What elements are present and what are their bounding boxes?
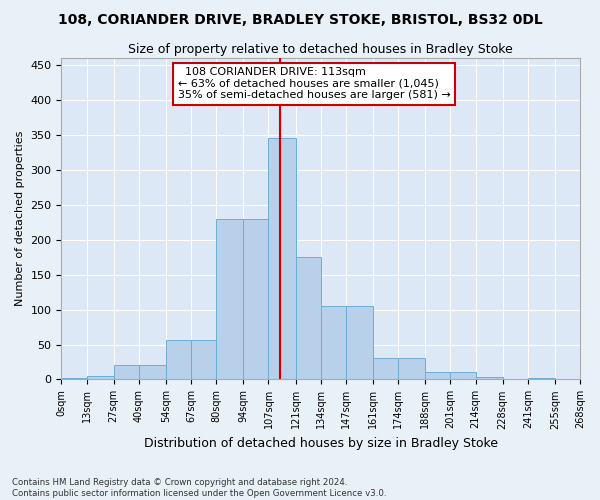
Y-axis label: Number of detached properties: Number of detached properties [15, 131, 25, 306]
Bar [528, 378, 555, 380]
Bar [216, 219, 243, 380]
Bar [321, 306, 346, 380]
Text: 108 CORIANDER DRIVE: 113sqm  
← 63% of detached houses are smaller (1,045)
35% o: 108 CORIANDER DRIVE: 113sqm ← 63% of det… [178, 67, 450, 100]
Bar [191, 340, 216, 380]
Bar [86, 376, 113, 380]
Bar [61, 378, 86, 380]
Bar [113, 366, 139, 380]
Title: Size of property relative to detached houses in Bradley Stoke: Size of property relative to detached ho… [128, 42, 513, 56]
X-axis label: Distribution of detached houses by size in Bradley Stoke: Distribution of detached houses by size … [144, 437, 498, 450]
Bar [373, 358, 398, 380]
Bar [398, 358, 425, 380]
Bar [268, 138, 296, 380]
Text: 108, CORIANDER DRIVE, BRADLEY STOKE, BRISTOL, BS32 0DL: 108, CORIANDER DRIVE, BRADLEY STOKE, BRI… [58, 12, 542, 26]
Bar [451, 372, 476, 380]
Bar [166, 340, 191, 380]
Text: Contains HM Land Registry data © Crown copyright and database right 2024.
Contai: Contains HM Land Registry data © Crown c… [12, 478, 386, 498]
Bar [296, 257, 321, 380]
Bar [425, 372, 451, 380]
Bar [139, 366, 166, 380]
Bar [346, 306, 373, 380]
Bar [476, 378, 503, 380]
Bar [243, 219, 268, 380]
